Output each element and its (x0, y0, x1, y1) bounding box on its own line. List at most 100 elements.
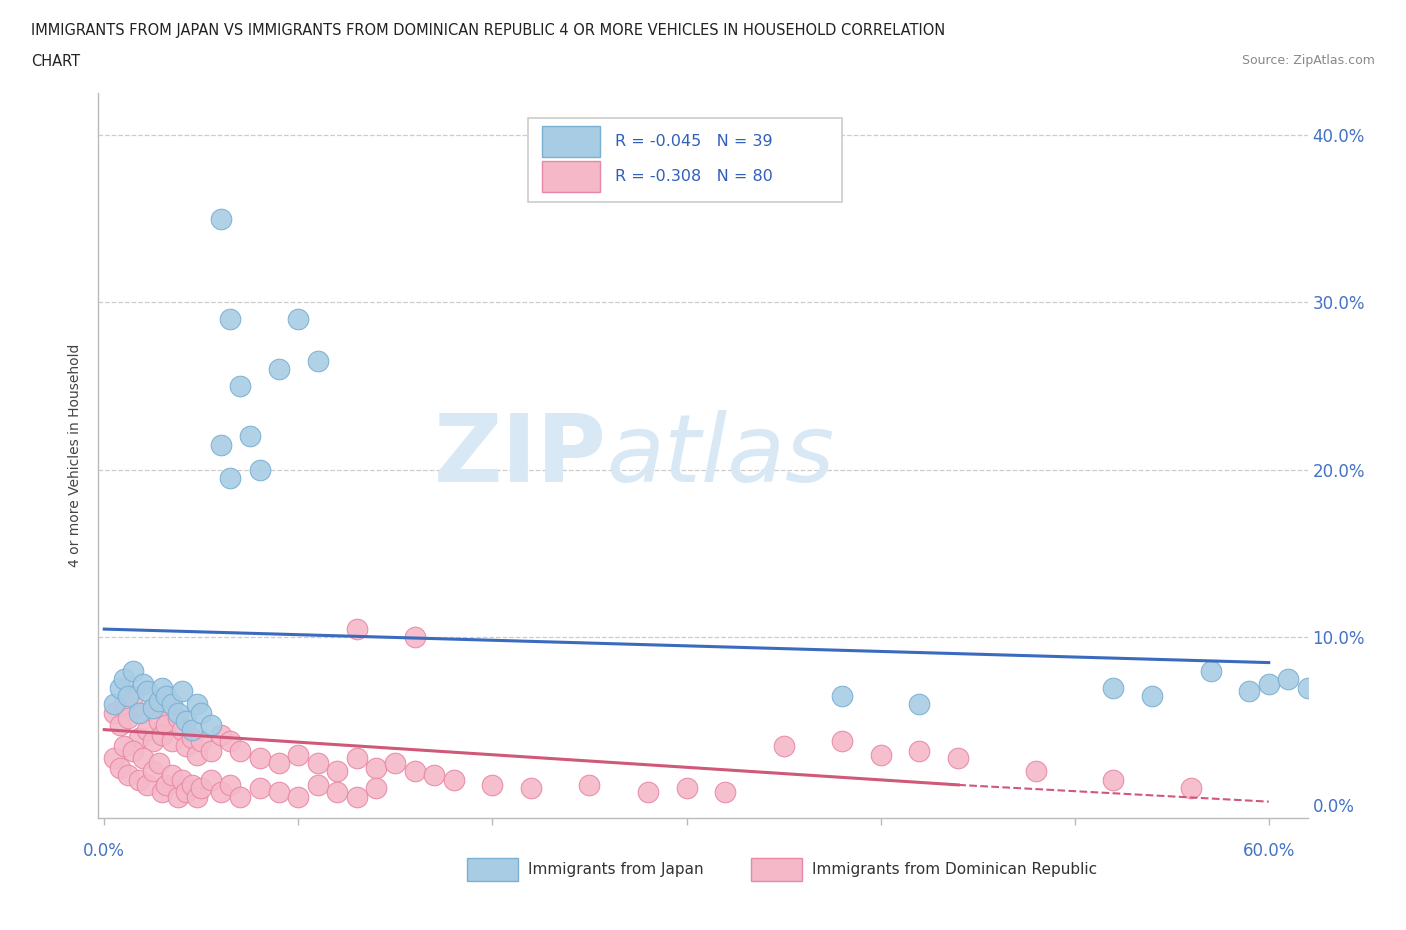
Point (219, 312, 242, 326)
Point (364, 761, 387, 776)
Point (869, 748, 891, 763)
Point (714, 784, 737, 799)
Point (112, 671, 135, 686)
Point (229, 790, 252, 804)
Point (122, 744, 145, 759)
Point (267, 362, 290, 377)
Point (180, 731, 202, 746)
Point (384, 756, 406, 771)
Text: R = -0.045   N = 39: R = -0.045 N = 39 (614, 134, 772, 149)
Point (112, 739, 135, 754)
Point (128, 731, 150, 746)
Point (136, 777, 159, 792)
Point (108, 680, 131, 695)
Point (229, 379, 252, 393)
Point (1025, 764, 1047, 779)
Point (404, 764, 426, 779)
Point (190, 734, 212, 749)
Point (219, 777, 242, 792)
Point (219, 471, 242, 485)
Text: IMMIGRANTS FROM JAPAN VS IMMIGRANTS FROM DOMINICAN REPUBLIC 4 OR MORE VEHICLES I: IMMIGRANTS FROM JAPAN VS IMMIGRANTS FROM… (31, 23, 945, 38)
Point (160, 734, 183, 749)
Point (1142, 688, 1164, 703)
FancyBboxPatch shape (543, 126, 600, 157)
Point (132, 751, 155, 765)
Point (136, 723, 159, 737)
Point (152, 784, 174, 799)
Point (346, 751, 368, 765)
Point (423, 767, 446, 782)
Point (908, 698, 931, 712)
Point (160, 767, 183, 782)
Point (148, 694, 170, 709)
Point (1296, 680, 1319, 695)
Point (326, 784, 349, 799)
Point (249, 751, 271, 765)
Point (167, 790, 190, 804)
FancyBboxPatch shape (543, 161, 600, 192)
Point (128, 706, 150, 721)
Point (1180, 781, 1202, 796)
Point (190, 781, 212, 796)
Point (155, 717, 177, 732)
Point (155, 777, 177, 792)
Point (831, 688, 853, 703)
Point (1102, 773, 1125, 788)
FancyBboxPatch shape (467, 857, 517, 881)
Point (186, 698, 208, 712)
Point (170, 773, 193, 788)
Point (142, 734, 165, 749)
Point (229, 744, 252, 759)
Point (1257, 677, 1279, 692)
Point (307, 777, 329, 792)
Text: 0.0%: 0.0% (83, 842, 125, 860)
Point (675, 781, 697, 796)
Point (103, 706, 125, 721)
Point (112, 698, 135, 712)
Point (831, 734, 853, 749)
Point (307, 756, 329, 771)
Point (200, 773, 222, 788)
Point (132, 706, 155, 721)
Point (142, 764, 165, 779)
Point (108, 761, 131, 776)
Point (174, 739, 197, 754)
Point (287, 790, 309, 804)
Text: atlas: atlas (606, 410, 835, 501)
Point (908, 744, 931, 759)
Point (326, 764, 349, 779)
Point (520, 781, 543, 796)
FancyBboxPatch shape (751, 857, 803, 881)
Point (152, 680, 174, 695)
Point (249, 462, 271, 477)
Point (174, 784, 197, 799)
Point (117, 767, 139, 782)
Point (152, 727, 174, 742)
Text: Immigrants from Japan: Immigrants from Japan (527, 862, 703, 877)
Point (117, 711, 139, 725)
Point (209, 727, 232, 742)
Point (148, 714, 170, 729)
Point (209, 211, 232, 226)
Point (219, 734, 242, 749)
Point (209, 784, 232, 799)
Point (249, 781, 271, 796)
Point (132, 677, 155, 692)
Point (481, 777, 503, 792)
Point (200, 717, 222, 732)
Point (637, 784, 659, 799)
Point (267, 784, 290, 799)
Point (346, 790, 368, 804)
Point (122, 688, 145, 703)
Point (103, 698, 125, 712)
Point (307, 353, 329, 368)
Point (948, 751, 970, 765)
Text: Immigrants from Dominican Republic: Immigrants from Dominican Republic (811, 862, 1097, 877)
Point (1102, 680, 1125, 695)
Point (155, 688, 177, 703)
Point (267, 756, 290, 771)
Point (128, 773, 150, 788)
Point (160, 698, 183, 712)
Point (1277, 671, 1299, 686)
Point (186, 790, 208, 804)
